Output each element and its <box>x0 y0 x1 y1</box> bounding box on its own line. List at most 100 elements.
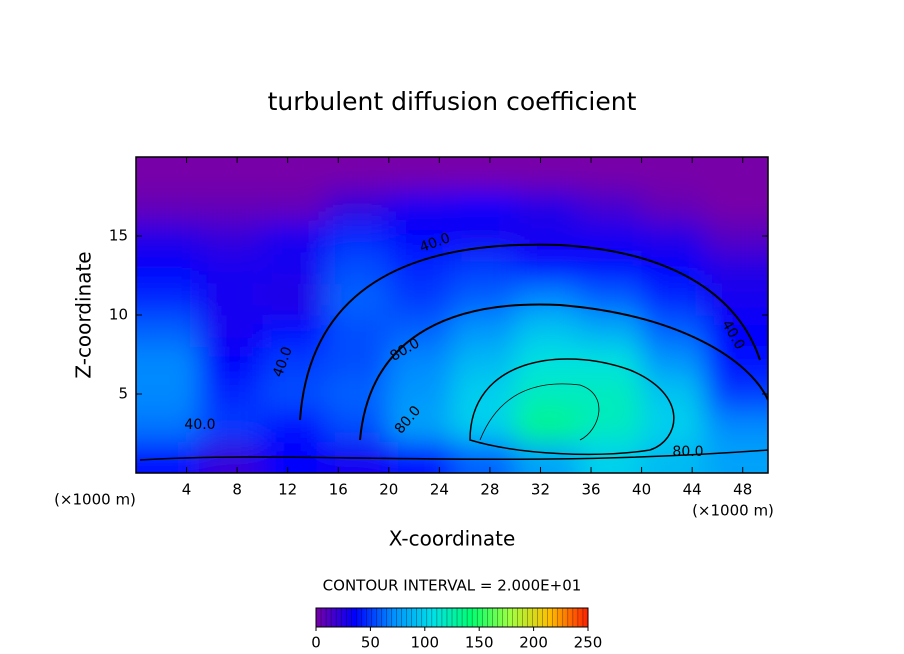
field-cell <box>641 157 706 190</box>
field-cell <box>388 251 453 284</box>
colorbar-tick-label: 250 <box>574 634 603 652</box>
field-cell <box>704 315 768 348</box>
field-cell <box>199 157 263 190</box>
field-cell <box>262 378 327 411</box>
x-tick-label: 48 <box>733 481 752 499</box>
y-axis-label: Z-coordinate <box>72 251 96 378</box>
field-cell <box>325 283 390 316</box>
contour-line <box>479 383 600 441</box>
field-cell <box>452 441 516 473</box>
field-cell <box>136 378 200 411</box>
field-cell <box>704 283 768 316</box>
field-cell <box>515 441 579 473</box>
x-axis-label: X-coordinate <box>389 527 516 551</box>
field-cell <box>388 441 453 473</box>
contour-line <box>139 449 768 461</box>
x-tick-label: 32 <box>531 481 550 499</box>
field-cell <box>199 315 263 348</box>
field-cell <box>641 220 706 253</box>
field-cell <box>578 283 643 316</box>
field-cell <box>515 378 579 411</box>
field-cell <box>388 220 453 253</box>
field-cell <box>388 346 453 379</box>
field-cell <box>452 157 516 190</box>
x-tick-label: 40 <box>632 481 651 499</box>
field-cell <box>704 220 768 253</box>
field-cell <box>388 315 453 348</box>
field-cell <box>262 315 327 348</box>
field-cell <box>515 346 579 379</box>
field-cell <box>136 157 200 190</box>
field-cell <box>515 251 579 284</box>
field-cell <box>136 346 200 379</box>
field-cell <box>199 188 263 221</box>
colorbar-tick-label: 150 <box>465 634 494 652</box>
field-cell <box>704 157 768 190</box>
field-cell <box>578 157 643 190</box>
y-tick-label: 10 <box>109 306 128 324</box>
field-cell <box>325 220 390 253</box>
field-cell <box>388 378 453 411</box>
contour-line <box>469 358 675 456</box>
field-cell <box>515 409 579 442</box>
x-tick-label: 44 <box>683 481 702 499</box>
field-cell <box>325 157 390 190</box>
field-cell <box>641 283 706 316</box>
field-cell <box>325 346 390 379</box>
field-cell <box>578 251 643 284</box>
x-tick-label: 20 <box>379 481 398 499</box>
x-unit-label: (×1000 m) <box>692 502 774 520</box>
y-tick-label: 15 <box>109 227 128 245</box>
field-cell <box>515 283 579 316</box>
field-cell <box>262 220 327 253</box>
field-cell <box>452 409 516 442</box>
contour-line <box>359 303 768 441</box>
field-cell <box>262 251 327 284</box>
field-cell <box>136 283 200 316</box>
field-cell <box>325 188 390 221</box>
field-cell <box>515 315 579 348</box>
chart-title: turbulent diffusion coefficient <box>268 87 637 116</box>
field-cell <box>704 251 768 284</box>
field-cell <box>515 157 579 190</box>
field-cell <box>641 188 706 221</box>
field-cell <box>136 409 200 442</box>
field-cell <box>199 378 263 411</box>
field-cell <box>388 188 453 221</box>
field-cell <box>325 378 390 411</box>
field-cell <box>325 251 390 284</box>
field-cell <box>199 409 263 442</box>
field-cell <box>199 220 263 253</box>
contour-lines <box>139 243 768 461</box>
x-tick-label: 16 <box>329 481 348 499</box>
field-cell <box>199 346 263 379</box>
field-cell <box>641 315 706 348</box>
x-tick-label: 36 <box>581 481 600 499</box>
contour-label: 40.0 <box>184 417 215 433</box>
field-cell <box>388 283 453 316</box>
field-cell <box>704 409 768 442</box>
x-tick-label: 12 <box>278 481 297 499</box>
field-cell <box>515 220 579 253</box>
field-cell <box>578 315 643 348</box>
field-cell <box>136 315 200 348</box>
field-cell <box>704 441 768 473</box>
field-cell <box>388 409 453 442</box>
field-cell <box>578 188 643 221</box>
colorbar-tick-label: 50 <box>361 634 380 652</box>
field-cell <box>136 220 200 253</box>
field-cell <box>262 188 327 221</box>
y-unit-label: (×1000 m) <box>54 491 136 509</box>
x-tick-label: 24 <box>430 481 449 499</box>
field-cell <box>704 378 768 411</box>
field-cell <box>578 409 643 442</box>
field-cell <box>199 283 263 316</box>
x-tick-label: 4 <box>182 481 192 499</box>
field-cell <box>452 315 516 348</box>
field-cell <box>704 188 768 221</box>
field-cell <box>262 157 327 190</box>
field-cell <box>388 157 453 190</box>
field-cell <box>515 188 579 221</box>
colorbar-tick-label: 100 <box>410 634 439 652</box>
field-cell <box>325 315 390 348</box>
